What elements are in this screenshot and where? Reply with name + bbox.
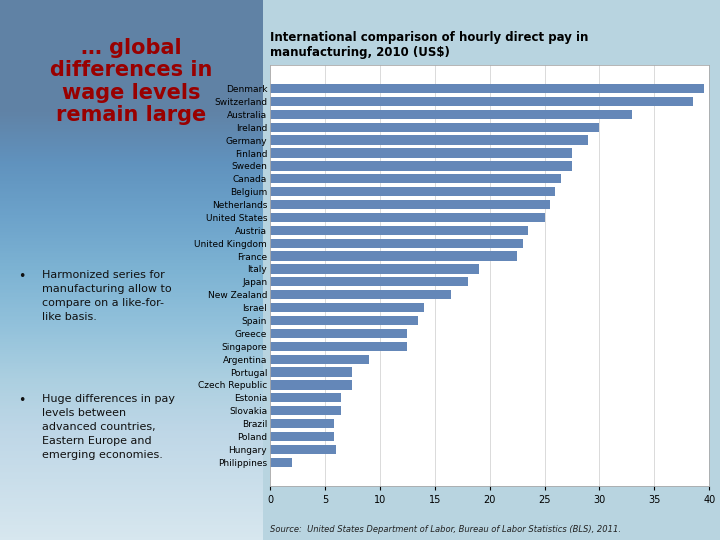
Bar <box>270 84 703 93</box>
Bar <box>270 367 352 377</box>
Text: International comparison of hourly direct pay in
manufacturing, 2010 (US$): International comparison of hourly direc… <box>270 31 588 59</box>
Bar <box>270 174 561 184</box>
Text: •: • <box>19 394 26 407</box>
Bar <box>270 303 423 312</box>
Bar <box>270 342 408 351</box>
Bar <box>270 406 341 415</box>
Bar <box>270 136 588 145</box>
Text: Source:  United States Department of Labor, Bureau of Labor Statistics (BLS), 20: Source: United States Department of Labo… <box>270 524 621 534</box>
Bar <box>270 200 550 209</box>
Bar <box>270 290 451 299</box>
Bar <box>270 354 369 364</box>
Text: Harmonized series for
manufacturing allow to
compare on a like-for-
like basis.: Harmonized series for manufacturing allo… <box>42 270 171 322</box>
Bar <box>270 277 468 287</box>
Bar <box>270 393 341 402</box>
Bar <box>270 380 352 389</box>
Bar <box>270 457 292 467</box>
Bar <box>270 419 333 428</box>
Bar <box>270 148 572 158</box>
Bar <box>270 123 600 132</box>
Bar <box>270 316 418 325</box>
Bar <box>270 239 523 248</box>
Bar <box>270 110 632 119</box>
Bar <box>270 226 528 235</box>
Bar <box>270 161 572 171</box>
Bar <box>270 252 517 261</box>
Bar <box>270 445 336 454</box>
Bar <box>270 264 479 274</box>
Text: Huge differences in pay
levels between
advanced countries,
Eastern Europe and
em: Huge differences in pay levels between a… <box>42 394 175 460</box>
Bar <box>270 213 544 222</box>
Text: … global
differences in
wage levels
remain large: … global differences in wage levels rema… <box>50 38 212 125</box>
Bar <box>270 329 408 338</box>
Bar <box>270 97 693 106</box>
Bar <box>270 432 333 441</box>
Text: •: • <box>19 270 26 283</box>
Bar <box>270 187 556 197</box>
